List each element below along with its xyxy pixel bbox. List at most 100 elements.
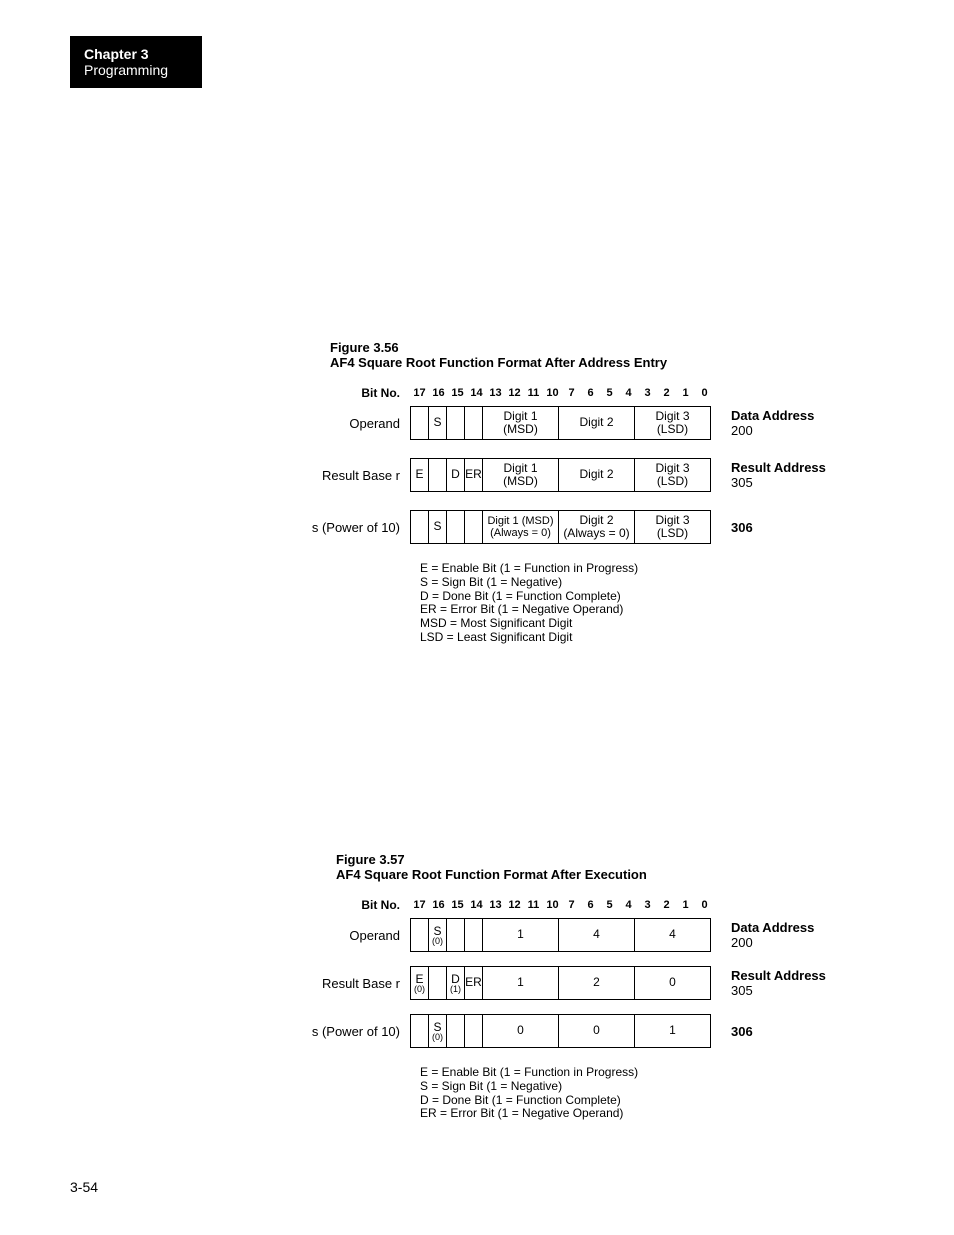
legend-line: ER = Error Bit (1 = Negative Operand)	[420, 1107, 871, 1121]
figure-3-57: Figure 3.57 AF4 Square Root Function For…	[250, 852, 871, 1121]
b17b: (0)	[414, 985, 425, 993]
digit3: Digit 3 (LSD)	[634, 510, 711, 544]
bit-h: 12	[505, 384, 524, 402]
digit2: 2	[558, 966, 635, 1000]
addr-l2: 200	[731, 423, 871, 438]
digit1: Digit 1 (MSD)	[482, 458, 559, 492]
result-row: Result Base r E D ER Digit 1 (MSD) Digit…	[250, 458, 871, 492]
bit-h: 7	[562, 384, 581, 402]
bit16: S(0)	[428, 918, 447, 952]
bit-number-row: Bit No. 17 16 15 14 13 12 11 10 7 6 5 4 …	[250, 896, 871, 914]
bit-number-row: Bit No. 17 16 15 14 13 12 11 10 7 6 5 4 …	[250, 384, 871, 402]
bit-h: 13	[486, 896, 505, 914]
digit1: 1	[482, 918, 559, 952]
digit1: Digit 1 (MSD) (Always = 0)	[482, 510, 559, 544]
legend-line: S = Sign Bit (1 = Negative)	[420, 576, 871, 590]
bit-h: 7	[562, 896, 581, 914]
bit15: D	[446, 458, 465, 492]
digit2: 4	[558, 918, 635, 952]
figure-label: Figure 3.57	[336, 852, 871, 867]
addr-l2: 305	[731, 475, 871, 490]
bitno-label: Bit No.	[250, 898, 410, 912]
bit-h: 12	[505, 896, 524, 914]
legend-line: S = Sign Bit (1 = Negative)	[420, 1080, 871, 1094]
digit3: 0	[634, 966, 711, 1000]
digit2: Digit 2	[558, 458, 635, 492]
bit-h: 1	[676, 384, 695, 402]
bit14: ER	[464, 458, 483, 492]
bit17	[410, 406, 429, 440]
bit14	[464, 406, 483, 440]
bit15	[446, 510, 465, 544]
legend-line: D = Done Bit (1 = Function Complete)	[420, 590, 871, 604]
legend-line: E = Enable Bit (1 = Function in Progress…	[420, 1066, 871, 1080]
digit1: Digit 1 (MSD)	[482, 406, 559, 440]
result-label: Result Base r	[250, 976, 410, 991]
figure-title: AF4 Square Root Function Format After Ex…	[336, 867, 871, 882]
chapter-subtitle: Programming	[84, 62, 184, 78]
operand-label: Operand	[250, 416, 410, 431]
bit-h: 15	[448, 896, 467, 914]
bit17: E	[410, 458, 429, 492]
bit14: ER	[464, 966, 483, 1000]
bit-h: 4	[619, 384, 638, 402]
bitno-label: Bit No.	[250, 386, 410, 400]
bit16: S(0)	[428, 1014, 447, 1048]
bit-h: 3	[638, 896, 657, 914]
digit3: Digit 3 (LSD)	[634, 406, 711, 440]
power-row: s (Power of 10) S Digit 1 (MSD) (Always …	[250, 510, 871, 544]
operand-row: Operand S Digit 1 (MSD) Digit 2 Digit 3 …	[250, 406, 871, 440]
bit-h: 4	[619, 896, 638, 914]
power-row: s (Power of 10) S(0) 0 0 1 306	[250, 1014, 871, 1048]
operand-row: Operand S(0) 1 4 4 Data Address 200	[250, 918, 871, 952]
addr-l2: 200	[731, 935, 871, 950]
legend-line: LSD = Least Significant Digit	[420, 631, 871, 645]
operand-label: Operand	[250, 928, 410, 943]
bit-h: 11	[524, 896, 543, 914]
legend-line: ER = Error Bit (1 = Negative Operand)	[420, 603, 871, 617]
result-row: Result Base r E(0) D(1) ER 1 2 0 Result …	[250, 966, 871, 1000]
b16b: (0)	[432, 937, 443, 945]
power-label: s (Power of 10)	[250, 1024, 410, 1039]
bit17	[410, 918, 429, 952]
addr-l1: Result Address	[731, 460, 871, 475]
bit-h: 16	[429, 384, 448, 402]
legend-line: D = Done Bit (1 = Function Complete)	[420, 1094, 871, 1108]
bit16	[428, 458, 447, 492]
legend: E = Enable Bit (1 = Function in Progress…	[420, 1066, 871, 1121]
digit1: 1	[482, 966, 559, 1000]
bit-h: 14	[467, 384, 486, 402]
digit2: 0	[558, 1014, 635, 1048]
figure-title: AF4 Square Root Function Format After Ad…	[330, 355, 871, 370]
bit-h: 14	[467, 896, 486, 914]
b15b: (1)	[450, 985, 461, 993]
bit15	[446, 406, 465, 440]
bit16: S	[428, 406, 447, 440]
chapter-tab: Chapter 3 Programming	[70, 36, 202, 88]
b16b: (0)	[432, 1033, 443, 1041]
digit2: Digit 2 (Always = 0)	[558, 510, 635, 544]
figure-label: Figure 3.56	[330, 340, 871, 355]
addr-l1: Result Address	[731, 968, 871, 983]
bit-h: 16	[429, 896, 448, 914]
addr-label: Data Address 200	[731, 920, 871, 950]
bit16: S	[428, 510, 447, 544]
addr-l1: Data Address	[731, 408, 871, 423]
bit-h: 0	[695, 384, 714, 402]
bit-h: 13	[486, 384, 505, 402]
bit-h: 10	[543, 384, 562, 402]
addr-label: Result Address 305	[731, 968, 871, 998]
bit-h: 2	[657, 896, 676, 914]
addr-label: 306	[731, 1024, 871, 1039]
legend-line: MSD = Most Significant Digit	[420, 617, 871, 631]
addr-label: Data Address 200	[731, 408, 871, 438]
bit-h: 17	[410, 384, 429, 402]
legend: E = Enable Bit (1 = Function in Progress…	[420, 562, 871, 645]
bit17: E(0)	[410, 966, 429, 1000]
legend-line: E = Enable Bit (1 = Function in Progress…	[420, 562, 871, 576]
bit-h: 17	[410, 896, 429, 914]
bit15	[446, 1014, 465, 1048]
bit-h: 5	[600, 896, 619, 914]
addr: 306	[731, 520, 753, 535]
bit17	[410, 510, 429, 544]
